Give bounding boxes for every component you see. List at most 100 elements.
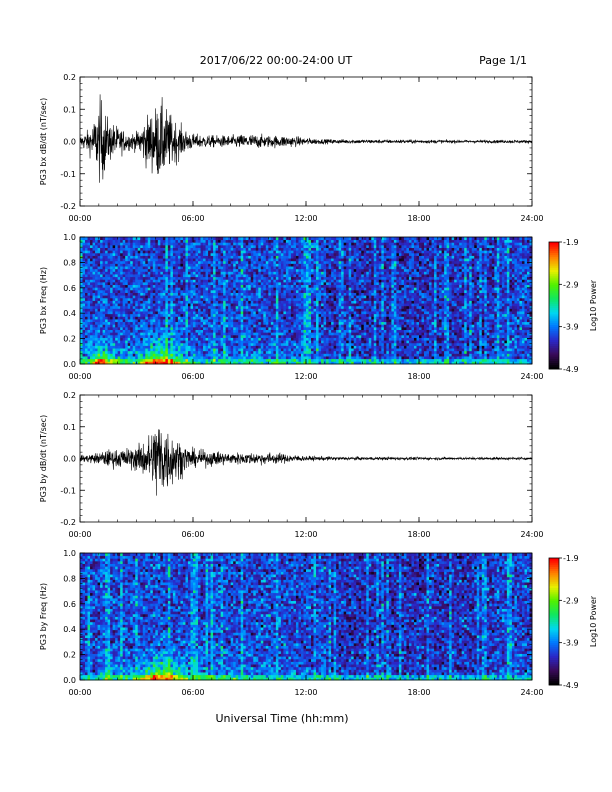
- spectrogram-cell: [230, 263, 234, 267]
- spectrogram-cell: [313, 263, 317, 267]
- spectrogram-cell: [298, 292, 302, 296]
- spectrogram-cell: [193, 268, 196, 272]
- spectrogram-cell: [95, 324, 98, 328]
- spectrogram-cell: [318, 311, 322, 315]
- spectrogram-cell: [190, 252, 194, 256]
- spectrogram-cell: [273, 305, 277, 309]
- spectrogram-cell: [275, 340, 279, 344]
- spectrogram-cell: [105, 260, 109, 264]
- spectrogram-cell: [333, 311, 337, 315]
- spectrogram-cell: [275, 332, 279, 336]
- spectrogram-cell: [80, 244, 83, 248]
- spectrogram-cell: [331, 308, 335, 312]
- spectrogram-cell: [283, 237, 287, 241]
- spectrogram-cell: [130, 242, 134, 246]
- spectrogram-cell: [95, 237, 98, 241]
- spectrogram-cell: [97, 276, 101, 280]
- spectrogram-cell: [228, 260, 232, 264]
- spectrogram-cell: [117, 271, 121, 275]
- spectrogram-cell: [142, 337, 146, 341]
- spectrogram-cell: [132, 242, 136, 246]
- spectrogram-cell: [120, 319, 124, 323]
- spectrogram-cell: [115, 303, 119, 307]
- spectrogram-cell: [285, 239, 289, 243]
- spectrogram-cell: [300, 305, 304, 309]
- spectrogram-cell: [311, 292, 314, 296]
- spectrogram-cell: [182, 292, 186, 296]
- spectrogram-cell: [238, 321, 242, 325]
- spectrogram-cell: [198, 303, 201, 307]
- spectrogram-cell: [162, 258, 166, 262]
- spectrogram-cell: [170, 342, 174, 346]
- spectrogram-cell: [95, 258, 98, 262]
- spectrogram-cell: [318, 271, 322, 275]
- spectrogram-cell: [115, 244, 119, 248]
- spectrogram-cell: [280, 358, 284, 362]
- spectrogram-cell: [218, 340, 222, 344]
- spectrogram-cell: [125, 348, 129, 352]
- spectrogram-cell: [283, 340, 287, 344]
- spectrogram-cell: [177, 316, 181, 320]
- spectrogram-cell: [87, 311, 91, 315]
- spectrogram-cell: [92, 289, 96, 293]
- spectrogram-cell: [100, 358, 103, 362]
- spectrogram-cell: [132, 313, 136, 317]
- spectrogram-cell: [278, 258, 282, 262]
- spectrogram-cell: [120, 329, 124, 333]
- spectrogram-cell: [265, 345, 269, 349]
- spectrogram-cell: [122, 311, 126, 315]
- spectrogram-cell: [152, 284, 156, 288]
- spectrogram-cell: [255, 268, 259, 272]
- spectrogram-cell: [145, 305, 149, 309]
- spectrogram-cell: [117, 324, 121, 328]
- spectrogram-cell: [293, 303, 297, 307]
- spectrogram-cell: [172, 358, 176, 362]
- spectrogram-cell: [92, 356, 96, 360]
- spectrogram-cell: [270, 295, 274, 299]
- spectrogram-cell: [298, 255, 302, 259]
- spectrogram-cell: [203, 326, 206, 331]
- spectrogram-cell: [260, 237, 264, 241]
- spectrogram-cell: [182, 284, 186, 288]
- spectrogram-cell: [142, 313, 146, 317]
- spectrogram-cell: [268, 287, 272, 291]
- spectrogram-cell: [120, 316, 124, 320]
- spectrogram-cell: [187, 353, 191, 357]
- spectrogram-cell: [253, 274, 257, 278]
- spectrogram-cell: [245, 350, 249, 354]
- spectrogram-cell: [142, 266, 146, 270]
- spectrogram-cell: [306, 324, 309, 328]
- spectrogram-cell: [190, 266, 194, 270]
- spectrogram-cell: [187, 260, 191, 264]
- spectrogram-cell: [120, 260, 124, 264]
- spectrogram-cell: [280, 334, 284, 338]
- spectrogram-cell: [210, 268, 214, 272]
- spectrogram-cell: [105, 340, 109, 344]
- spectrogram-cell: [90, 356, 93, 360]
- spectrogram-cell: [288, 350, 292, 354]
- spectrogram-cell: [92, 353, 96, 357]
- spectrogram-cell: [285, 263, 289, 267]
- spectrogram-cell: [117, 342, 121, 346]
- spectrogram-cell: [278, 334, 282, 338]
- spectrogram-cell: [90, 297, 93, 301]
- spectrogram-cell: [240, 300, 244, 304]
- spectrogram-cell: [82, 326, 86, 331]
- spectrogram-cell: [122, 340, 126, 344]
- spectrogram-cell: [258, 266, 262, 270]
- spectrogram-cell: [193, 244, 196, 248]
- spectrogram-cell: [100, 337, 103, 341]
- spectrogram-cell: [110, 289, 114, 293]
- spectrogram-cell: [198, 295, 201, 299]
- spectrogram-cell: [215, 274, 219, 278]
- spectrogram-cell: [263, 321, 267, 325]
- spectrogram-cell: [145, 255, 149, 259]
- spectrogram-cell: [275, 276, 279, 280]
- spectrogram-cell: [110, 242, 114, 246]
- spectrogram-cell: [230, 321, 234, 325]
- spectrogram-cell: [308, 305, 312, 309]
- spectrogram-cell: [185, 292, 189, 296]
- spectrogram-cell: [172, 266, 176, 270]
- spectrogram-cell: [107, 358, 111, 362]
- spectrogram-cell: [253, 300, 257, 304]
